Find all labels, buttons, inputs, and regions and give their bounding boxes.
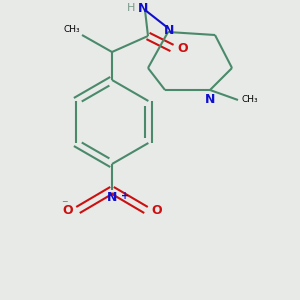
Text: +: + xyxy=(121,191,129,201)
Text: CH₃: CH₃ xyxy=(63,25,80,34)
Text: CH₃: CH₃ xyxy=(241,95,258,104)
Text: N: N xyxy=(164,23,174,37)
Text: O: O xyxy=(177,43,188,56)
Text: O: O xyxy=(151,205,162,218)
Text: ⁻: ⁻ xyxy=(61,199,67,212)
Text: N: N xyxy=(107,191,117,204)
Text: N: N xyxy=(205,93,215,106)
Text: O: O xyxy=(62,205,73,218)
Text: H: H xyxy=(127,3,135,13)
Text: N: N xyxy=(138,2,148,14)
